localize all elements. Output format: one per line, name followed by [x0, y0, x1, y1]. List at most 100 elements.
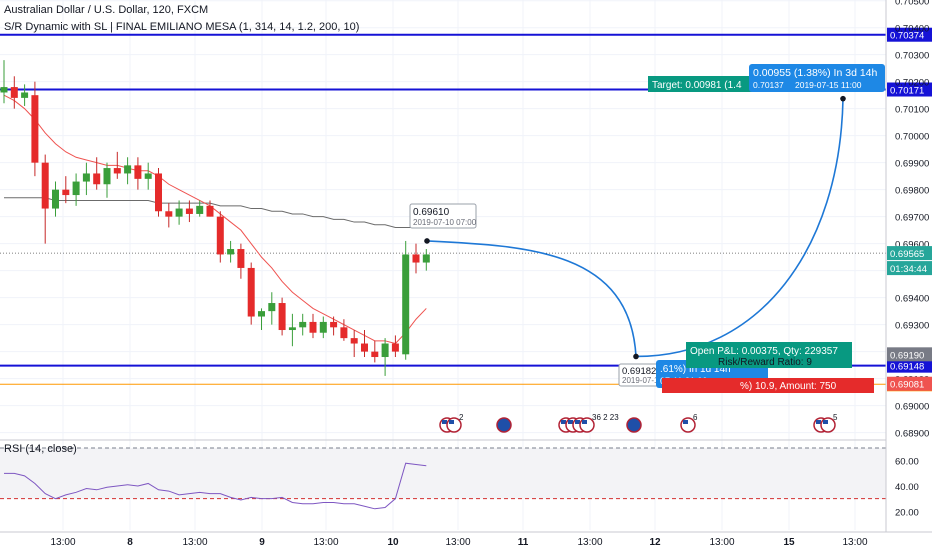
rsi-tick-label: 60.00: [895, 457, 919, 468]
candle-body: [93, 173, 101, 185]
time-tick-label: 8: [127, 537, 133, 548]
event-flag-canton: [442, 420, 447, 424]
event-flag-icon: [626, 417, 642, 433]
price-tick-label: 0.69400: [895, 294, 929, 305]
candle-body: [124, 165, 132, 174]
sr-level-tag: [887, 82, 932, 97]
price-tick-label: 0.69300: [895, 321, 929, 332]
price-tick-label: 0.69700: [895, 213, 929, 224]
start-callout-date: 2019-07-10 07:00: [413, 218, 477, 227]
price-axis-tag: [887, 376, 932, 391]
rsi-band: [0, 448, 886, 499]
price-tick-label: 0.70300: [895, 51, 929, 62]
price-tick-label: 0.69800: [895, 186, 929, 197]
event-flag-canton: [582, 420, 587, 424]
candle-body: [82, 173, 90, 182]
price-tick-label: 0.69000: [895, 402, 929, 413]
candle-body: [144, 173, 152, 179]
candle-body: [381, 343, 389, 358]
candle-body: [62, 189, 70, 196]
forecast-path-up: [635, 98, 844, 358]
candle-body: [340, 327, 348, 339]
mid-callout-date: 2019-07-11 21:00: [622, 376, 685, 385]
end-bubble-price: 0.70137: [753, 80, 784, 90]
time-tick-label: 13:00: [577, 537, 602, 548]
mid-bubble-line1: .61%) In 1d 14h: [660, 364, 731, 375]
time-tick-label: 13:00: [709, 537, 734, 548]
pl-label-box: [686, 342, 852, 368]
rsi-tick-label: 40.00: [895, 482, 919, 493]
candle-body: [391, 343, 399, 352]
candle-body: [10, 87, 18, 98]
sr-level-label: 0.70171: [890, 86, 924, 97]
time-tick-label: 11: [518, 537, 529, 548]
candle-body: [0, 87, 8, 93]
sr-level-label: 0.69148: [890, 362, 924, 373]
target-label: Target: 0.00981 (1.4: [652, 80, 742, 91]
candle-body: [165, 211, 173, 217]
time-tick-label: 9: [259, 537, 265, 548]
sr-level-tag: [887, 358, 932, 373]
candle-body: [21, 92, 29, 98]
price-axis-tag: [887, 347, 932, 362]
mid-callout-price: 0.69182: [622, 366, 656, 377]
candle-body: [402, 254, 410, 355]
forecast-point: [633, 353, 639, 360]
price-axis-tag-label: 0.69190: [890, 350, 924, 361]
candle-body: [134, 165, 142, 179]
candle-body: [278, 303, 286, 331]
event-flag-canton: [683, 420, 688, 424]
event-flag-icon: [496, 417, 512, 433]
sr-level-label: 0.70374: [890, 31, 924, 42]
event-count: 6: [693, 413, 698, 422]
event-flag-canton: [568, 420, 573, 424]
rsi-legend: RSI (14, close): [4, 443, 77, 455]
events: 2 36 2 23 6 5: [439, 413, 838, 433]
price-tick-label: 0.70100: [895, 105, 929, 116]
candle-body: [113, 168, 121, 174]
time-tick-label: 13:00: [313, 537, 338, 548]
event-flag-canton: [575, 420, 580, 424]
time-tick-label: 13:00: [842, 537, 867, 548]
candle-body: [350, 338, 358, 344]
event-count: 36 2 23: [592, 413, 619, 422]
price-tick-label: 0.70500: [895, 0, 929, 8]
price-tick-label: 0.70000: [895, 132, 929, 143]
event-flag-canton: [561, 420, 566, 424]
candle-body: [361, 343, 368, 352]
event-flag-canton: [449, 420, 454, 424]
start-callout-box: [409, 203, 477, 229]
candle-body: [288, 327, 296, 331]
rsi-tick-label: 20.00: [895, 507, 919, 518]
time-tick-label: 10: [387, 537, 399, 548]
time-tick-label: 13:00: [182, 537, 207, 548]
study-legend: S/R Dynamic with SL | FINAL EMILIANO MES…: [4, 21, 360, 33]
candle-body: [268, 303, 276, 312]
end-bubble-date: 2019-07-15 11:00: [795, 80, 862, 90]
forecast-point: [840, 95, 846, 102]
rsi-pane: [0, 447, 886, 510]
candle-body: [227, 249, 235, 255]
candle-body: [258, 311, 265, 317]
forecast-path-down: [426, 240, 637, 357]
start-callout-price: 0.69610: [413, 207, 450, 218]
time-tick-label: 12: [649, 537, 661, 548]
price-tick-label: 0.70400: [895, 24, 929, 35]
price-tick-label: 0.70200: [895, 78, 929, 89]
candle-body: [309, 321, 317, 333]
rsi-line: [4, 462, 427, 510]
price-tick-label: 0.69900: [895, 159, 929, 170]
price-axis-tag: [887, 261, 932, 276]
candles: [0, 60, 430, 376]
forecast-point: [424, 238, 430, 244]
stop-label-box: [662, 378, 874, 393]
stop-label: %) 10.9, Amount: 750: [740, 381, 837, 392]
end-bubble: [749, 64, 885, 92]
candle-body: [196, 205, 204, 214]
candle-body: [52, 189, 59, 209]
candle-body: [371, 351, 379, 358]
price-tick-label: 0.69600: [895, 240, 929, 251]
price-axis-tag: [887, 246, 932, 261]
